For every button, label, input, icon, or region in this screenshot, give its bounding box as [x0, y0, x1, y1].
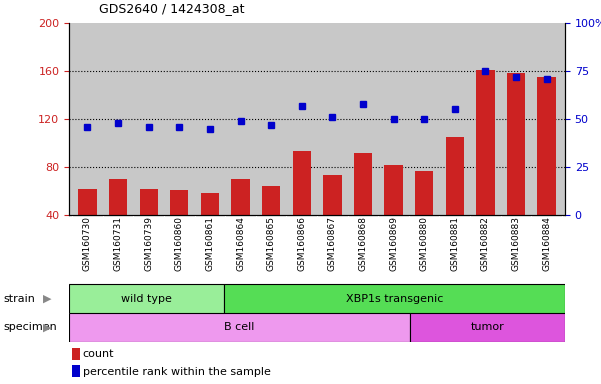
Bar: [72, 348, 79, 360]
Text: percentile rank within the sample: percentile rank within the sample: [82, 366, 270, 377]
Bar: [231, 179, 249, 263]
Bar: [323, 175, 341, 263]
Bar: [139, 189, 158, 263]
Text: GSM160882: GSM160882: [481, 217, 490, 271]
Bar: [201, 194, 219, 263]
Bar: [72, 365, 79, 377]
Text: wild type: wild type: [121, 293, 172, 304]
Text: specimen: specimen: [3, 322, 56, 333]
Text: ▶: ▶: [43, 293, 52, 304]
Text: GDS2640 / 1424308_at: GDS2640 / 1424308_at: [99, 2, 245, 15]
Bar: [262, 186, 280, 263]
Text: ▶: ▶: [43, 322, 52, 333]
Text: GSM160860: GSM160860: [175, 217, 184, 271]
Text: GSM160869: GSM160869: [389, 217, 398, 271]
Bar: [293, 151, 311, 263]
Text: GSM160884: GSM160884: [542, 217, 551, 271]
Text: GSM160865: GSM160865: [267, 217, 276, 271]
Text: B cell: B cell: [224, 322, 255, 333]
Bar: [354, 152, 372, 263]
Bar: [78, 189, 97, 263]
Text: GSM160731: GSM160731: [114, 217, 123, 271]
Text: GSM160866: GSM160866: [297, 217, 307, 271]
Bar: [415, 170, 433, 263]
Bar: [537, 77, 556, 263]
Bar: [476, 70, 495, 263]
Text: GSM160868: GSM160868: [358, 217, 367, 271]
Bar: [224, 284, 565, 313]
Text: GSM160867: GSM160867: [328, 217, 337, 271]
Text: count: count: [82, 349, 114, 359]
Text: GSM160880: GSM160880: [419, 217, 429, 271]
Text: tumor: tumor: [471, 322, 504, 333]
Bar: [109, 179, 127, 263]
Text: GSM160739: GSM160739: [144, 217, 153, 271]
Text: strain: strain: [3, 293, 35, 304]
Bar: [69, 284, 224, 313]
Bar: [69, 313, 410, 342]
Text: GSM160864: GSM160864: [236, 217, 245, 271]
Bar: [385, 165, 403, 263]
Bar: [410, 313, 565, 342]
Bar: [507, 73, 525, 263]
Bar: [170, 190, 189, 263]
Bar: [445, 137, 464, 263]
Text: XBP1s transgenic: XBP1s transgenic: [346, 293, 443, 304]
Text: GSM160861: GSM160861: [206, 217, 215, 271]
Text: GSM160883: GSM160883: [511, 217, 520, 271]
Text: GSM160730: GSM160730: [83, 217, 92, 271]
Text: GSM160881: GSM160881: [450, 217, 459, 271]
